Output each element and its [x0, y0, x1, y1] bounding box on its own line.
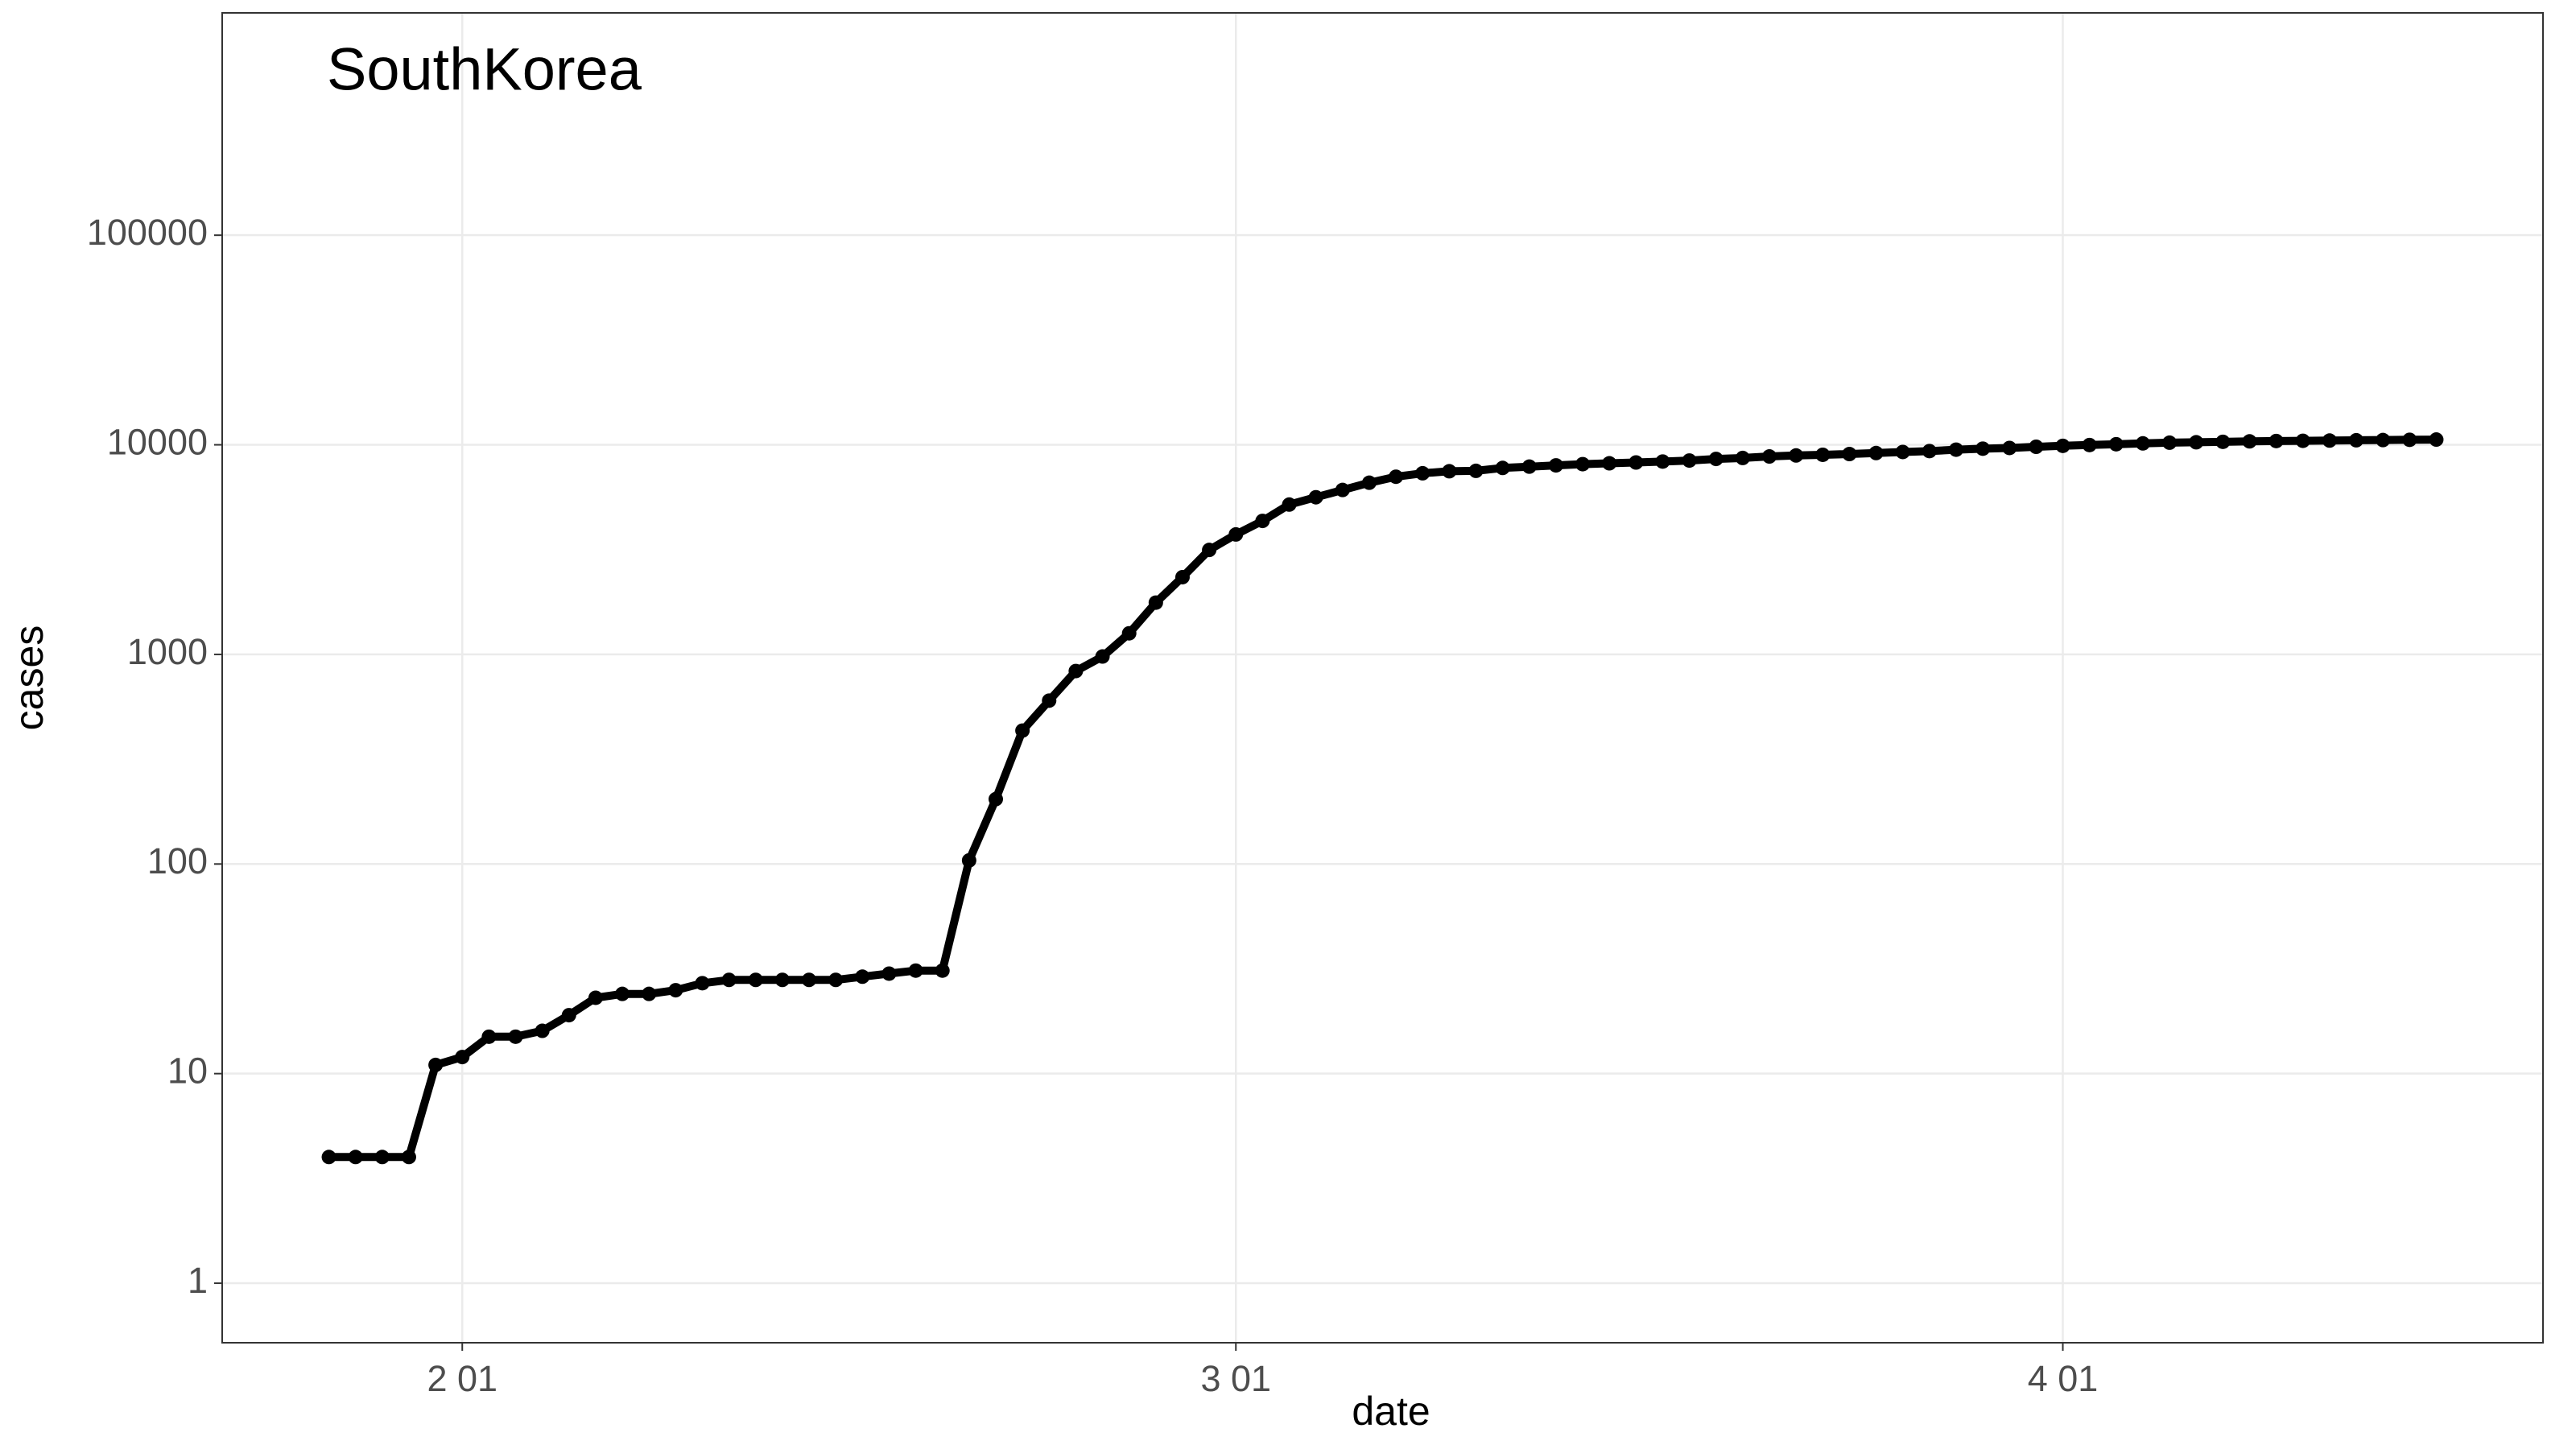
- point: [428, 1057, 444, 1072]
- point: [881, 966, 897, 981]
- point: [1389, 469, 1404, 485]
- point: [1282, 497, 1297, 512]
- point: [1174, 569, 1190, 584]
- point: [348, 1150, 363, 1165]
- point: [1255, 514, 1270, 529]
- point: [1415, 465, 1430, 481]
- point: [1575, 456, 1591, 472]
- x-tick-label: 2 01: [427, 1358, 497, 1399]
- point: [561, 1008, 576, 1023]
- point: [855, 969, 870, 985]
- point: [2295, 433, 2310, 448]
- point: [2429, 432, 2444, 448]
- point: [2162, 435, 2178, 450]
- point: [2376, 432, 2391, 448]
- point: [1922, 444, 1937, 459]
- point: [2242, 434, 2257, 449]
- y-tick-label: 1000: [127, 631, 208, 672]
- point: [774, 972, 790, 988]
- y-tick-label: 10: [167, 1051, 208, 1092]
- y-tick-label: 100000: [87, 212, 208, 253]
- point: [1308, 489, 1323, 505]
- point: [1042, 693, 1057, 708]
- point: [935, 963, 950, 978]
- point: [1095, 649, 1110, 664]
- point: [374, 1150, 390, 1165]
- point: [1015, 723, 1030, 738]
- point: [1895, 444, 1910, 460]
- point: [1708, 452, 1724, 467]
- point: [1495, 460, 1510, 476]
- point: [455, 1050, 470, 1065]
- x-tick-label: 3 01: [1200, 1358, 1271, 1399]
- point: [615, 986, 630, 1001]
- plot-panel: [222, 13, 2543, 1343]
- point: [908, 963, 923, 978]
- point: [1228, 526, 1244, 542]
- panel-border: [221, 12, 2544, 1344]
- point: [642, 986, 657, 1001]
- point: [802, 972, 817, 988]
- x-tick-label: 4 01: [2028, 1358, 2099, 1399]
- point: [1548, 458, 1563, 473]
- point: [721, 972, 737, 988]
- point: [2322, 433, 2337, 448]
- point: [989, 791, 1003, 807]
- point: [1602, 456, 1617, 471]
- point: [2055, 438, 2070, 453]
- point: [828, 972, 844, 988]
- point: [1629, 455, 1644, 470]
- point: [2135, 436, 2150, 451]
- point: [401, 1150, 416, 1165]
- point: [481, 1029, 497, 1044]
- point: [1682, 453, 1697, 469]
- point: [668, 983, 683, 998]
- point: [1655, 454, 1670, 469]
- point: [1068, 663, 1084, 679]
- point: [1521, 459, 1537, 474]
- point: [1762, 449, 1777, 464]
- point: [2402, 432, 2417, 448]
- point: [1789, 448, 1804, 463]
- y-tick-label: 1: [188, 1260, 208, 1301]
- point: [1468, 463, 1484, 478]
- point: [1868, 445, 1884, 460]
- point: [1842, 447, 1857, 462]
- point: [2215, 434, 2231, 449]
- point: [2029, 440, 2044, 455]
- point: [1335, 482, 1350, 497]
- point: [535, 1023, 550, 1038]
- point: [321, 1150, 336, 1165]
- point: [748, 972, 763, 988]
- point: [1735, 450, 1750, 465]
- chart-title: SouthKorea: [327, 36, 642, 103]
- point: [588, 990, 603, 1005]
- point: [961, 852, 976, 868]
- point: [2268, 433, 2284, 448]
- point: [508, 1029, 523, 1044]
- point: [2108, 436, 2124, 452]
- y-axis-title: cases: [6, 625, 52, 731]
- point: [1815, 447, 1831, 462]
- point: [1361, 475, 1377, 490]
- point: [1948, 442, 1963, 457]
- y-tick-label: 100: [147, 840, 208, 881]
- point: [695, 976, 710, 991]
- y-tick-label: 10000: [107, 421, 208, 462]
- point: [1148, 595, 1163, 610]
- x-axis-title: date: [1352, 1389, 1430, 1434]
- point: [2189, 435, 2204, 450]
- point: [2002, 440, 2017, 456]
- point: [1442, 464, 1457, 479]
- point: [1202, 543, 1217, 558]
- point: [1975, 441, 1991, 456]
- point: [2082, 437, 2097, 452]
- point: [2349, 432, 2364, 448]
- point: [1121, 625, 1137, 641]
